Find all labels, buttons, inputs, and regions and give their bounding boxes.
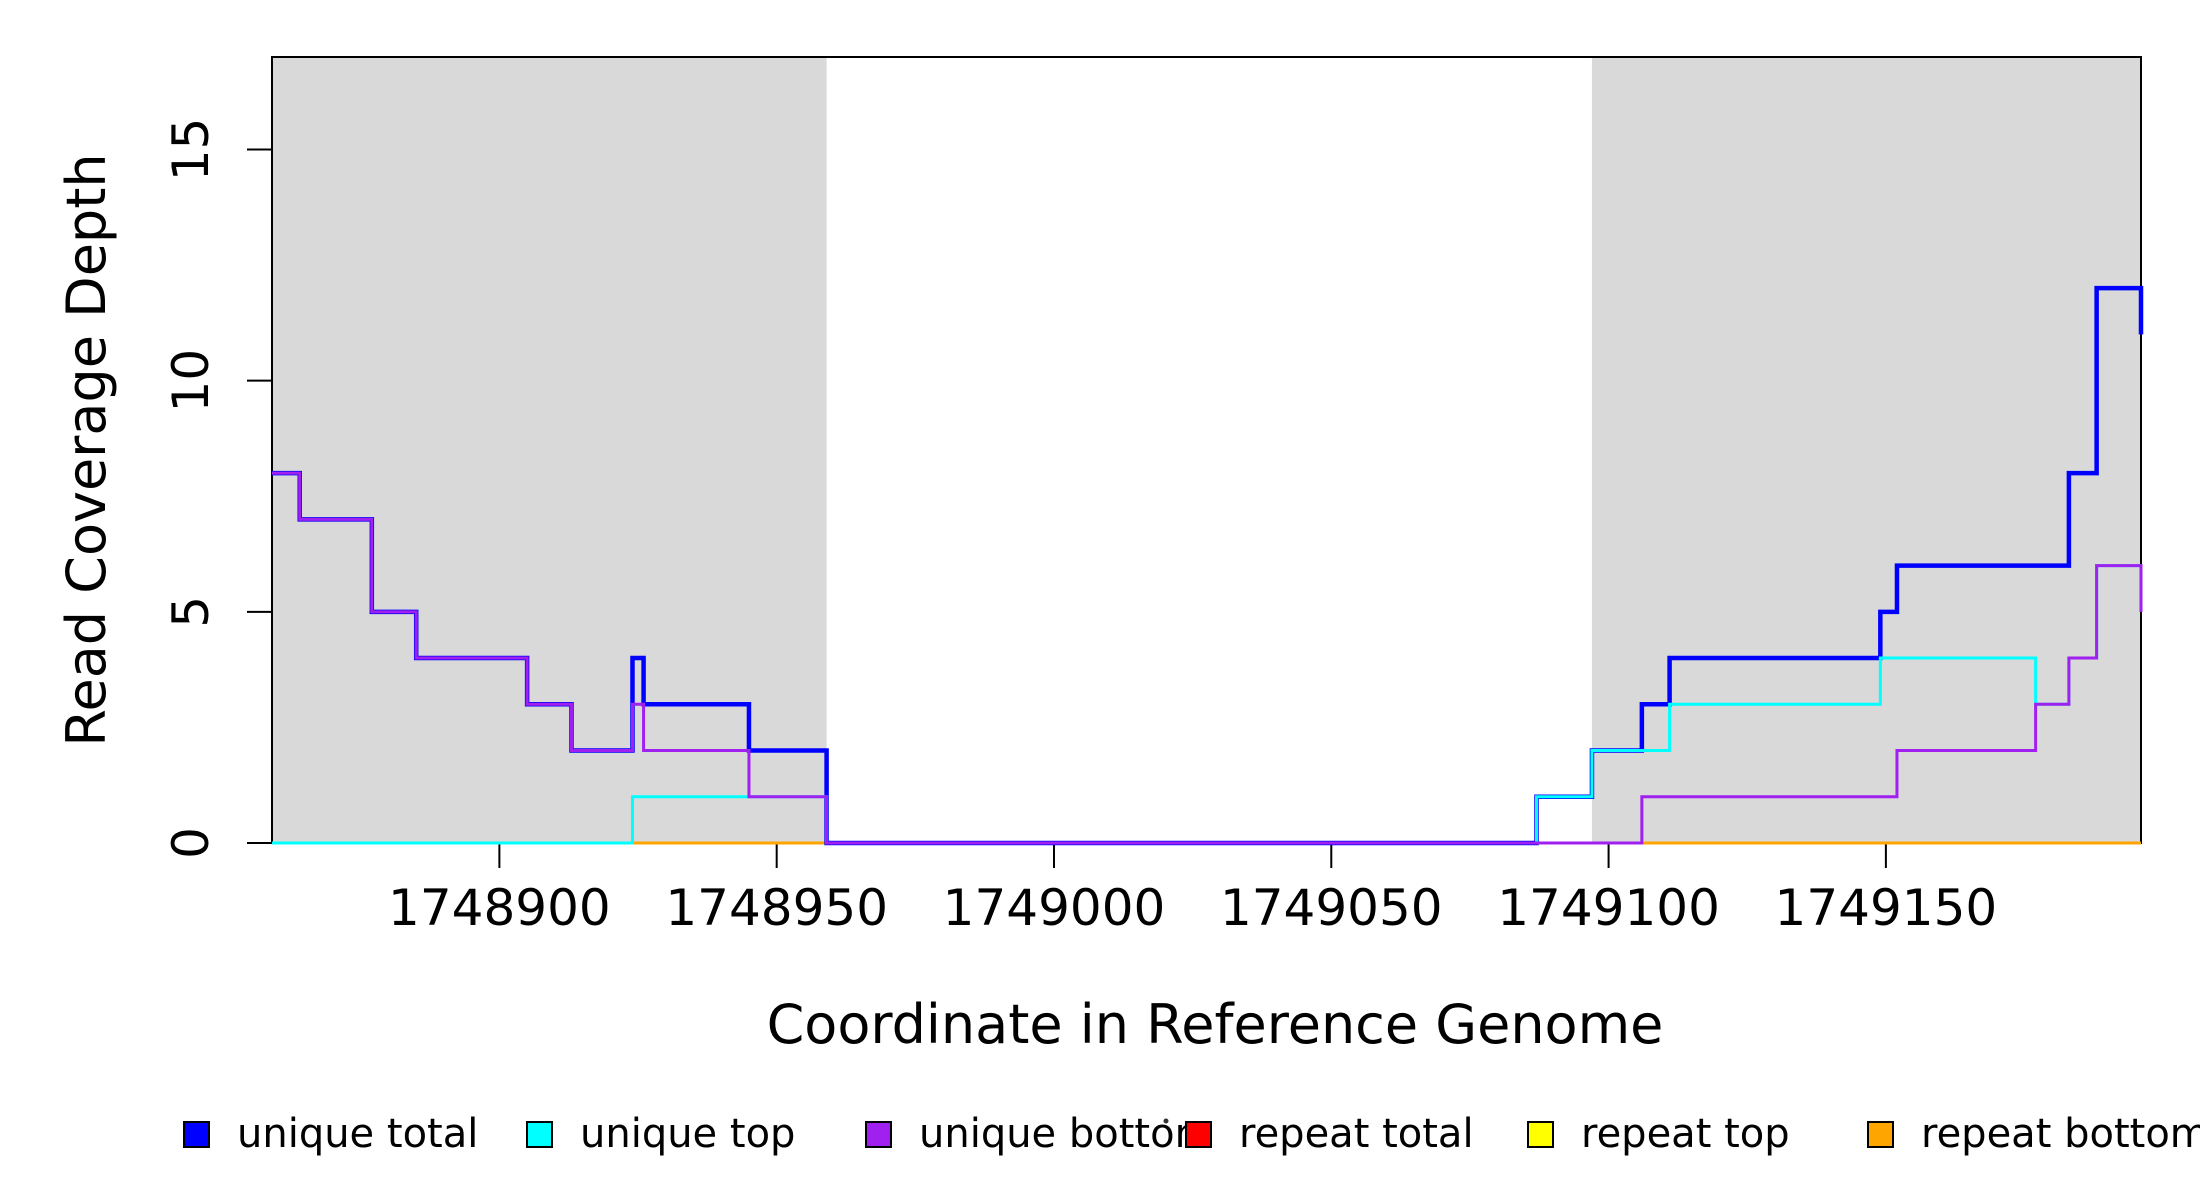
y-axis-ticks: 0 5 10 15 (162, 118, 272, 859)
y-tick-label: 5 (162, 596, 220, 628)
masked-region (1591, 57, 2141, 843)
legend-item-unique-top: unique top (526, 1111, 795, 1157)
y-axis-title: Read Coverage Depth (55, 153, 118, 746)
masked-region (272, 57, 827, 843)
legend-label: repeat total (1239, 1111, 1474, 1157)
legend-label: unique total (237, 1111, 478, 1157)
stray-dot (1163, 1118, 1169, 1124)
legend-swatch (183, 1121, 210, 1148)
x-axis-ticks: 1748900 1748950 1749000 1749050 1749100 17491… (388, 843, 1997, 937)
x-axis-title: Coordinate in Reference Genome (767, 993, 1664, 1056)
legend-label: unique top (580, 1111, 795, 1157)
x-tick-label: 1749100 (1497, 879, 1720, 937)
masked-regions (272, 57, 2141, 843)
x-tick-label: 1749050 (1220, 879, 1443, 937)
series-unique-bottom (272, 471, 2143, 845)
legend-item-repeat-bottom: repeat bottom (1867, 1111, 2200, 1157)
series-lines (272, 285, 2144, 846)
legend-swatch (526, 1121, 553, 1148)
x-tick-label: 1749150 (1775, 879, 1998, 937)
legend-item-unique-total: unique total (183, 1111, 478, 1157)
x-tick-label: 1748950 (665, 879, 888, 937)
legend: unique total unique top unique bottom repea… (183, 1111, 2200, 1157)
legend-label: unique bottom (919, 1111, 1214, 1157)
x-tick-label: 1748900 (388, 879, 611, 937)
y-tick-label: 15 (162, 118, 220, 182)
legend-label: repeat top (1581, 1111, 1790, 1157)
x-tick-label: 1749000 (943, 879, 1166, 937)
legend-item-unique-bottom: unique bottom (865, 1111, 1214, 1157)
legend-swatch (865, 1121, 892, 1148)
legend-item-repeat-total: repeat total (1185, 1111, 1474, 1157)
legend-item-repeat-top: repeat top (1527, 1111, 1790, 1157)
legend-label: repeat bottom (1921, 1111, 2200, 1157)
y-tick-label: 0 (162, 827, 220, 859)
legend-swatch (1867, 1121, 1894, 1148)
y-tick-label: 10 (162, 349, 220, 413)
legend-swatch (1185, 1121, 1212, 1148)
legend-swatch (1527, 1121, 1554, 1148)
